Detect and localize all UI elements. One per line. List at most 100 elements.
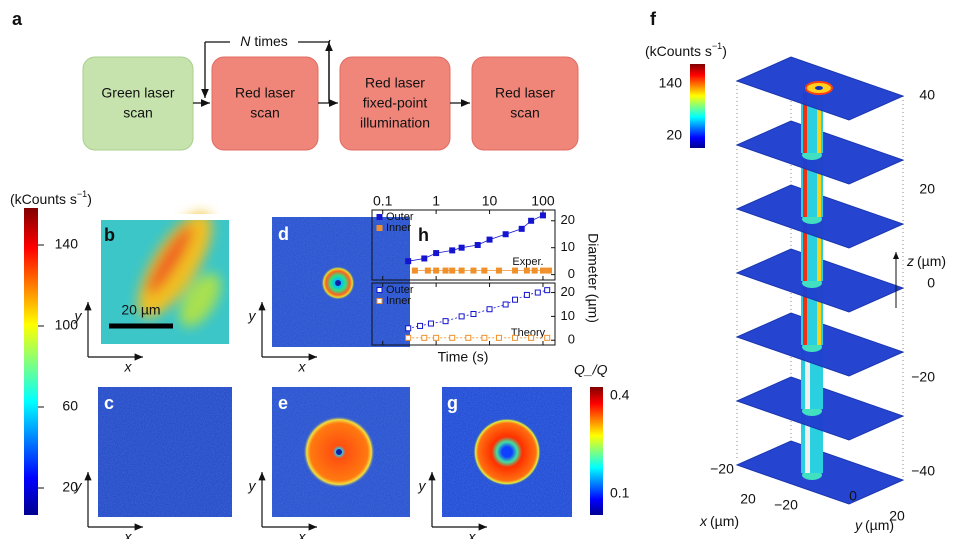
data-point [496, 268, 501, 273]
x-axis-label: x [124, 529, 133, 539]
y-axis-label: y(µm) [854, 517, 894, 533]
data-point [547, 268, 552, 273]
data-point [422, 335, 427, 340]
unit-part: (kCounts s [10, 191, 77, 207]
step-text: illumination [360, 115, 430, 131]
data-point [406, 335, 411, 340]
y-axis-label: y [74, 478, 83, 494]
data-point [524, 268, 529, 273]
data-point [434, 335, 439, 340]
y-tick-label: −20 [774, 497, 798, 513]
unit-exponent: −1 [77, 189, 87, 199]
x-axis-label: x(µm) [699, 513, 739, 529]
colorbar-tick: 140 [55, 236, 79, 252]
panel-label: d [278, 224, 289, 244]
z-tick-label: −40 [911, 463, 935, 479]
z-tick-label: 20 [919, 181, 935, 197]
colorbar-tick: 140 [659, 75, 683, 91]
data-point [450, 268, 455, 273]
y-tick-label: 20 [561, 284, 575, 299]
figure: a Green laser scan Red laser scan Red la… [0, 0, 957, 539]
data-point [503, 232, 508, 237]
map-e: e [272, 387, 410, 517]
colorbar-tick: 0.1 [610, 485, 630, 501]
x-tick-label: −20 [710, 461, 734, 477]
data-point [406, 326, 411, 331]
y-tick-label: 10 [561, 239, 575, 254]
y-axis-label: Diameter (µm) [585, 233, 601, 323]
panel-label: b [104, 225, 115, 245]
data-point [459, 268, 464, 273]
data-point [434, 268, 439, 273]
data-point [496, 335, 501, 340]
x-axis-label: x [124, 359, 133, 375]
axis-unit: (µm) [710, 513, 739, 529]
z-tick-label: 0 [927, 275, 935, 291]
legend-label: Inner [386, 222, 411, 234]
data-point [450, 248, 455, 253]
step-text: Red laser [365, 75, 425, 91]
annotation: Exper. [512, 256, 543, 268]
unit-exponent: −1 [712, 41, 722, 51]
data-point [482, 335, 487, 340]
data-point [513, 297, 518, 302]
unit-part: ) [87, 191, 92, 207]
map-image [98, 387, 232, 517]
step-box [83, 57, 193, 150]
colorbar-gradient [690, 64, 705, 148]
x-axis-label: Time (s) [438, 349, 489, 365]
axis-unit: (µm) [865, 517, 894, 533]
x-axis-label: x [298, 529, 307, 539]
x-axis-label: x [468, 529, 477, 539]
colorbar-gradient [24, 208, 38, 515]
y-axis-label: y [248, 478, 257, 494]
data-point [503, 302, 508, 307]
y-tick-label: 0 [568, 266, 575, 281]
step-text: scan [510, 105, 540, 121]
x-tick-label: 20 [740, 491, 756, 507]
y-tick-label: 10 [561, 308, 575, 323]
panel-label: a [12, 9, 23, 29]
data-point [418, 323, 423, 328]
x-tick-label: 0.1 [373, 193, 393, 209]
data-point [443, 319, 448, 324]
colorbar-unit: (kCounts s−1) [645, 41, 727, 58]
z-axis-label: z(µm) [906, 253, 946, 269]
axis-variable: y [854, 517, 863, 533]
panel-label: f [650, 9, 657, 29]
y-tick-label: 0 [568, 332, 575, 347]
y-tick-label: 20 [561, 212, 575, 227]
map-g: g [442, 387, 572, 517]
colorbar-tick: 20 [666, 127, 682, 143]
data-point [540, 213, 545, 218]
slice-core [815, 86, 823, 90]
legend-marker [377, 299, 382, 304]
map-b: 20 µm b [98, 202, 232, 347]
legend-label: Inner [386, 295, 411, 307]
data-point [487, 237, 492, 242]
data-point [425, 268, 430, 273]
axis-variable: z [906, 253, 914, 269]
axis-unit: (µm) [917, 253, 946, 269]
data-point [459, 245, 464, 250]
data-point [540, 268, 545, 273]
data-point [524, 292, 529, 297]
data-point [443, 268, 448, 273]
y-axis-label: y [248, 308, 257, 324]
panel-f: f (kCounts s−1) 140 20 z(µm) −20 20 x(µm… [645, 9, 946, 533]
data-point [535, 290, 540, 295]
colorbar-tick: 60 [62, 398, 78, 414]
y-tick-label: 0 [849, 488, 857, 504]
data-point [545, 288, 550, 293]
data-point [475, 243, 480, 248]
data-point [406, 259, 411, 264]
colorbar-tick: 0.4 [610, 387, 630, 403]
step-text: Green laser [101, 85, 174, 101]
data-point [459, 314, 464, 319]
legend-marker [377, 215, 382, 220]
z-tick-label: 40 [919, 87, 935, 103]
data-point [487, 307, 492, 312]
colorbar-unit: (kCounts s−1) [10, 189, 92, 206]
x-axis-label: x [298, 359, 307, 375]
data-point [482, 268, 487, 273]
